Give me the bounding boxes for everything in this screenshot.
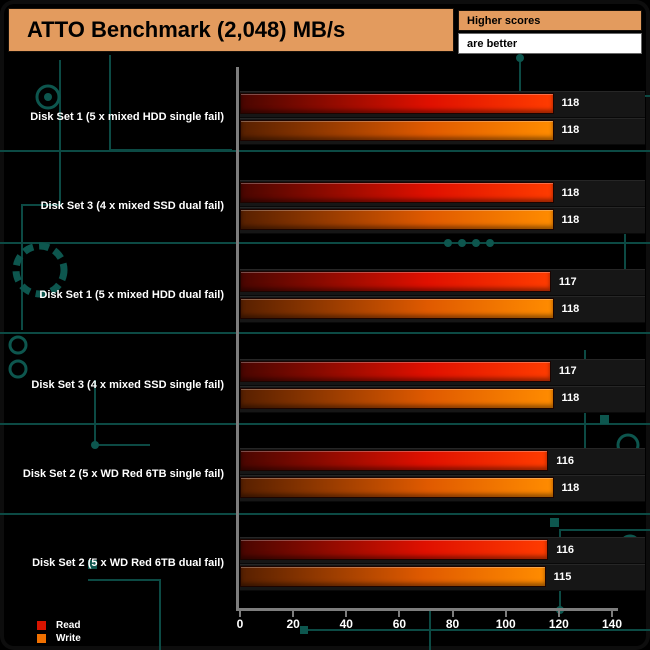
value-label: 117 bbox=[558, 365, 577, 378]
value-label: 117 bbox=[558, 275, 577, 288]
value-label: 116 bbox=[556, 454, 574, 467]
value-label: 118 bbox=[561, 302, 580, 315]
legend-item: Read bbox=[36, 619, 81, 632]
category-label: Disk Set 1 (5 x mixed HDD single fail) bbox=[30, 110, 224, 123]
note-higher-scores: Higher scores bbox=[458, 10, 642, 31]
write-bar bbox=[240, 298, 554, 320]
read-bar bbox=[240, 539, 549, 561]
category-label: Disk Set 2 (5 x WD Red 6TB dual fail) bbox=[32, 557, 224, 570]
category-label: Disk Set 2 (5 x WD Red 6TB single fail) bbox=[22, 467, 224, 480]
legend-swatch bbox=[36, 633, 47, 644]
chart-title: ATTO Benchmark (2,048) MB/s bbox=[8, 8, 454, 52]
read-bar bbox=[240, 271, 551, 293]
legend: Read Write bbox=[36, 619, 81, 645]
plot-area: 118 118 118 118 117 118 117 118 116 118 116 115 bbox=[236, 67, 645, 608]
value-label: 118 bbox=[561, 392, 580, 405]
write-bar bbox=[240, 209, 554, 230]
value-label: 118 bbox=[561, 481, 580, 494]
category-label: Disk Set 3 (4 x mixed SSD dual fail) bbox=[40, 199, 224, 212]
category-labels: Disk Set 1 (5 x mixed HDD single fail) Di… bbox=[0, 72, 230, 608]
write-bar bbox=[240, 566, 546, 588]
legend-item: Write bbox=[36, 632, 81, 645]
legend-label: Read bbox=[56, 620, 81, 631]
value-label: 118 bbox=[561, 213, 580, 226]
value-label: 116 bbox=[556, 543, 574, 556]
value-label: 115 bbox=[553, 570, 572, 583]
category-label: Disk Set 3 (4 x mixed SSD single fail) bbox=[31, 378, 224, 391]
value-label: 118 bbox=[561, 124, 580, 137]
legend-label: Write bbox=[56, 633, 81, 644]
read-bar bbox=[240, 450, 549, 471]
category-label: Disk Set 1 (5 x mixed HDD dual fail) bbox=[39, 289, 224, 302]
read-bar bbox=[240, 182, 554, 203]
write-bar bbox=[240, 477, 554, 498]
read-bar bbox=[240, 360, 551, 382]
read-bar bbox=[240, 92, 554, 114]
legend-swatch bbox=[36, 620, 47, 631]
value-label: 118 bbox=[561, 186, 580, 199]
write-bar bbox=[240, 387, 554, 409]
write-bar bbox=[240, 119, 554, 141]
value-label: 118 bbox=[561, 97, 580, 110]
y-axis-line bbox=[236, 67, 239, 608]
note-are-better: are better bbox=[458, 33, 642, 54]
